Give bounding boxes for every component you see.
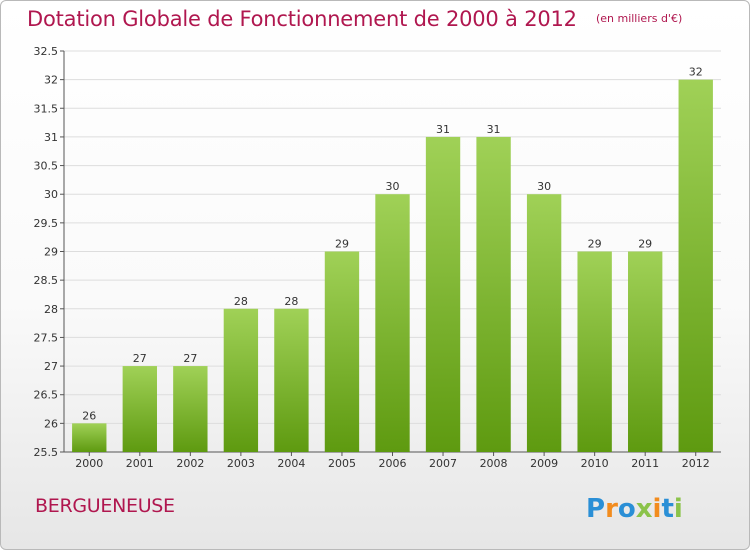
data-label: 31 [436, 123, 450, 136]
chart-title: Dotation Globale de Fonctionnement de 20… [27, 7, 682, 31]
bar-2001 [122, 366, 157, 452]
x-tick-label: 2011 [631, 457, 659, 470]
data-label: 29 [335, 238, 349, 251]
bar-2006 [375, 194, 410, 452]
data-label: 30 [386, 180, 400, 193]
y-tick-label: 31.5 [34, 102, 59, 115]
data-label: 29 [588, 238, 602, 251]
bar-2003 [223, 308, 259, 452]
data-label: 31 [487, 123, 501, 136]
x-tick-label: 2002 [176, 457, 204, 470]
y-tick-label: 29.5 [34, 217, 59, 230]
x-tick-label: 2010 [581, 457, 609, 470]
data-label: 27 [183, 352, 197, 365]
data-label: 26 [82, 409, 96, 422]
y-tick-label: 28.5 [34, 274, 59, 287]
y-tick-label: 27.5 [34, 331, 59, 344]
x-tick-label: 2003 [227, 457, 255, 470]
y-tick-label: 25.5 [34, 446, 59, 459]
bar-2011 [628, 251, 663, 452]
title-unit-note: (en milliers d'€) [595, 12, 683, 25]
x-tick-label: 2012 [682, 457, 710, 470]
bar-2009 [526, 194, 562, 452]
x-tick-label: 2004 [277, 457, 305, 470]
y-tick-label: 29 [44, 246, 58, 259]
bar-2000 [72, 423, 107, 452]
bar-2002 [173, 366, 208, 452]
data-label: 28 [284, 295, 298, 308]
y-tick-label: 26.5 [34, 389, 59, 402]
x-tick-label: 2006 [379, 457, 407, 470]
y-tick-label: 32 [44, 74, 58, 87]
y-tick-label: 26 [44, 417, 58, 430]
bar-2005 [324, 251, 360, 452]
data-label: 27 [133, 352, 147, 365]
x-tick-label: 2000 [75, 457, 103, 470]
x-tick-label: 2001 [126, 457, 154, 470]
bar-2012 [678, 79, 713, 453]
y-tick-label: 28 [44, 303, 58, 316]
title-main: Dotation Globale de Fonctionnement de 20… [27, 7, 577, 31]
x-tick-label: 2005 [328, 457, 356, 470]
proxiti-logo: Proxiti [586, 494, 683, 524]
data-label: 29 [638, 238, 652, 251]
commune-name: BERGUENEUSE [35, 495, 175, 517]
x-tick-label: 2008 [480, 457, 508, 470]
svg-text:Proxiti: Proxiti [586, 494, 683, 524]
y-tick-label: 30.5 [34, 160, 59, 173]
bar-2010 [577, 251, 612, 452]
y-tick-label: 31 [44, 131, 58, 144]
data-label: 28 [234, 295, 248, 308]
bar-2007 [425, 136, 461, 452]
bar-2004 [274, 308, 309, 452]
y-tick-label: 32.5 [34, 45, 59, 58]
bar-2008 [476, 136, 511, 452]
y-tick-label: 27 [44, 360, 58, 373]
data-label: 32 [689, 66, 703, 79]
y-tick-label: 30 [44, 188, 58, 201]
data-label: 30 [537, 180, 551, 193]
x-tick-label: 2009 [530, 457, 558, 470]
x-tick-label: 2007 [429, 457, 457, 470]
